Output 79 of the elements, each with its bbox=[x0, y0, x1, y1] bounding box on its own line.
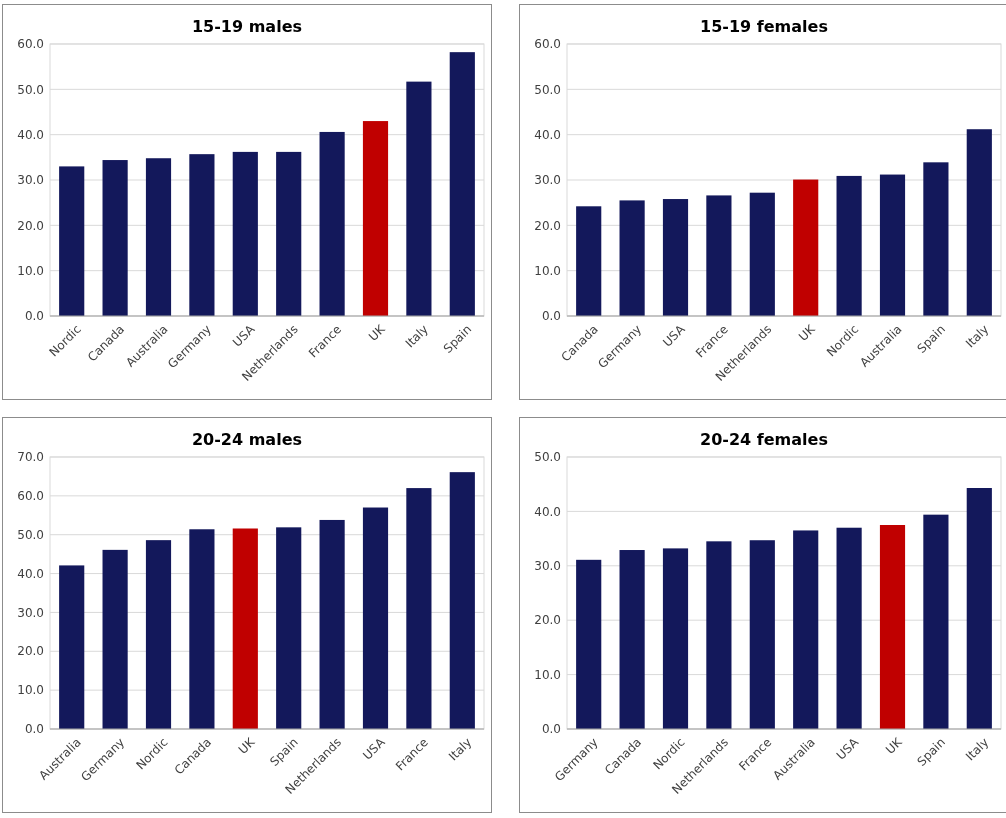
y-tick-label: 10.0 bbox=[17, 683, 44, 698]
bar bbox=[879, 174, 906, 316]
bar bbox=[923, 162, 949, 316]
bar bbox=[362, 121, 389, 316]
bar bbox=[145, 540, 172, 729]
x-tick-label: UK bbox=[235, 734, 259, 757]
y-tick-label: 50.0 bbox=[17, 82, 44, 97]
y-tick-label: 10.0 bbox=[534, 263, 561, 278]
x-tick-label: UK bbox=[796, 321, 819, 344]
bar bbox=[319, 519, 345, 729]
bar bbox=[662, 548, 689, 729]
y-tick-label: 40.0 bbox=[17, 127, 44, 142]
y-tick-label: 30.0 bbox=[534, 559, 561, 573]
bar bbox=[276, 527, 302, 729]
y-tick-label: 50.0 bbox=[534, 82, 561, 97]
bar bbox=[749, 540, 775, 729]
y-tick-label: 50.0 bbox=[534, 450, 561, 465]
bar bbox=[232, 528, 258, 729]
y-tick-label: 10.0 bbox=[534, 667, 561, 682]
bar bbox=[59, 166, 85, 316]
bar bbox=[319, 131, 345, 316]
y-tick-label: 20.0 bbox=[17, 218, 44, 233]
chart-title: 15-19 males bbox=[191, 17, 303, 36]
bar bbox=[793, 179, 819, 316]
y-tick-label: 60.0 bbox=[534, 37, 561, 52]
y-tick-label: 0.0 bbox=[541, 722, 561, 737]
bar bbox=[406, 488, 432, 729]
y-tick-label: 30.0 bbox=[17, 605, 44, 620]
bar bbox=[966, 129, 992, 316]
bar bbox=[406, 81, 432, 316]
bar bbox=[923, 514, 949, 729]
bar bbox=[793, 530, 819, 729]
y-tick-label: 20.0 bbox=[534, 218, 561, 233]
y-tick-label: 40.0 bbox=[534, 504, 561, 519]
bar bbox=[706, 541, 732, 729]
bar bbox=[576, 559, 602, 729]
y-tick-label: 30.0 bbox=[17, 173, 44, 188]
y-tick-label: 30.0 bbox=[534, 173, 561, 188]
chart-title: 20-24 males bbox=[191, 430, 303, 449]
y-tick-label: 20.0 bbox=[17, 644, 44, 659]
x-tick-label: USA bbox=[660, 321, 689, 350]
bar bbox=[59, 565, 85, 729]
bar bbox=[966, 488, 992, 729]
chart-title: 15-19 females bbox=[700, 17, 828, 36]
y-tick-label: 0.0 bbox=[24, 309, 44, 324]
bar bbox=[145, 158, 172, 316]
y-tick-label: 10.0 bbox=[17, 263, 44, 278]
bar bbox=[362, 507, 389, 729]
x-tick-label: USA bbox=[360, 734, 389, 763]
y-tick-label: 20.0 bbox=[534, 613, 561, 628]
x-tick-label: USA bbox=[833, 734, 862, 763]
y-tick-label: 40.0 bbox=[17, 566, 44, 581]
bar bbox=[836, 175, 862, 316]
bar bbox=[619, 550, 645, 729]
chart-title: 20-24 females bbox=[700, 430, 828, 449]
y-tick-label: 60.0 bbox=[17, 489, 44, 504]
bar bbox=[749, 192, 775, 316]
bar bbox=[706, 195, 732, 316]
bar bbox=[836, 527, 862, 729]
bar bbox=[189, 529, 215, 729]
bar bbox=[102, 549, 128, 729]
bar bbox=[619, 200, 645, 316]
bar bbox=[189, 154, 215, 316]
x-tick-label: UK bbox=[365, 321, 389, 344]
bar bbox=[102, 160, 128, 316]
bar bbox=[879, 525, 906, 729]
bar bbox=[449, 52, 475, 316]
y-tick-label: 70.0 bbox=[17, 450, 44, 465]
y-tick-label: 0.0 bbox=[541, 309, 561, 324]
bar bbox=[232, 151, 258, 316]
bar bbox=[576, 206, 602, 316]
bar bbox=[449, 472, 475, 729]
y-tick-label: 60.0 bbox=[17, 37, 44, 52]
bar bbox=[662, 199, 689, 316]
y-tick-label: 40.0 bbox=[534, 127, 561, 142]
y-tick-label: 50.0 bbox=[17, 527, 44, 542]
x-tick-label: UK bbox=[882, 734, 906, 757]
bar bbox=[276, 151, 302, 316]
y-tick-label: 0.0 bbox=[24, 722, 44, 737]
